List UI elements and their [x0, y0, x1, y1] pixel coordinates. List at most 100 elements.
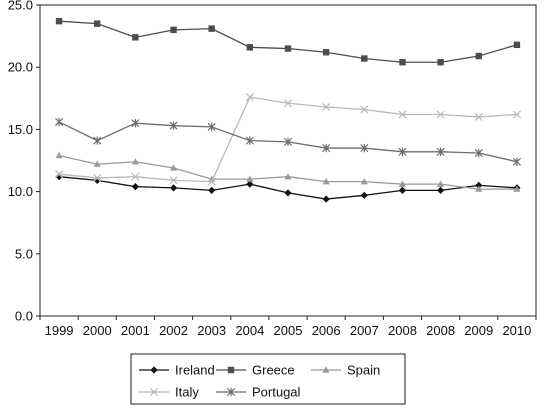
data-point-italy — [55, 170, 64, 179]
data-point-spain — [475, 185, 483, 192]
data-point-spain — [322, 178, 330, 185]
series-spain — [55, 151, 521, 192]
series-line-spain — [58, 154, 517, 190]
data-point-portugal — [283, 137, 293, 147]
data-point-portugal — [93, 136, 102, 145]
x-tick-label: 2004 — [235, 323, 264, 338]
y-tick-label: 15.0 — [8, 122, 33, 137]
data-point-greece — [475, 52, 482, 60]
series-line-greece — [59, 20, 518, 63]
data-point-italy — [245, 93, 254, 102]
data-point-spain — [93, 160, 101, 167]
data-point-ireland — [360, 191, 368, 199]
data-point-italy — [322, 102, 331, 112]
x-tick-label: 2009 — [464, 323, 493, 338]
series-italy — [55, 93, 521, 186]
data-point-spain — [398, 180, 407, 187]
legend-marker-portugal — [226, 387, 236, 397]
data-point-greece — [55, 17, 63, 25]
data-point-italy — [283, 99, 293, 108]
x-tick-label: 2007 — [350, 323, 379, 338]
x-tick-label: 2010 — [502, 323, 531, 338]
data-point-portugal — [169, 121, 178, 130]
data-point-spain — [55, 151, 63, 159]
data-point-italy — [93, 173, 102, 182]
data-point-ireland — [322, 195, 330, 203]
data-point-portugal — [322, 143, 331, 153]
legend-label: Portugal — [252, 385, 301, 400]
x-tick-label: 2006 — [312, 323, 341, 338]
data-point-ireland — [208, 186, 216, 194]
y-tick-label: 20.0 — [8, 60, 33, 75]
data-point-ireland — [131, 183, 139, 191]
data-point-portugal — [436, 147, 445, 156]
data-point-portugal — [245, 136, 254, 145]
data-point-ireland — [398, 186, 407, 194]
axes: 0.0 5.0 10.0 15.0 20.0 25.0 1999 2000 2001 2002 20… — [8, 0, 537, 338]
x-tick-label: 2000 — [83, 323, 112, 338]
data-point-greece — [284, 45, 292, 52]
data-point-greece — [246, 44, 254, 51]
series-portugal — [55, 117, 521, 166]
series-ireland — [55, 173, 521, 203]
data-point-spain — [513, 185, 521, 192]
data-point-portugal — [207, 122, 216, 132]
y-tick-label: 10.0 — [8, 184, 33, 199]
data-point-greece — [361, 55, 368, 62]
data-point-ireland — [169, 184, 178, 192]
data-point-greece — [322, 49, 330, 56]
legend-marker-ireland — [150, 366, 158, 374]
data-point-italy — [360, 105, 369, 114]
data-point-portugal — [131, 118, 140, 128]
plot-frame — [39, 4, 537, 317]
data-point-greece — [132, 34, 139, 41]
legend-marker-italy — [149, 387, 159, 397]
y-tick-label: 0.0 — [15, 309, 33, 324]
data-point-ireland — [437, 186, 445, 194]
legend-label: Ireland — [175, 363, 215, 378]
legend-entry-greece: Greece — [216, 363, 295, 378]
x-tick-label: 2008 — [388, 323, 417, 338]
data-point-portugal — [360, 143, 369, 153]
legend-entry-portugal: Portugal — [216, 385, 301, 400]
data-point-ireland — [93, 176, 101, 185]
x-tick-label: 2003 — [197, 323, 226, 338]
legend-label: Greece — [252, 363, 295, 378]
legend-marker-greece — [227, 366, 235, 374]
legend-box — [130, 353, 406, 405]
data-point-greece — [170, 26, 177, 34]
x-tick-label: 2002 — [159, 323, 188, 338]
data-point-ireland — [475, 181, 483, 189]
data-point-italy — [398, 110, 407, 119]
data-point-italy — [169, 176, 178, 185]
data-point-spain — [437, 180, 445, 187]
legend-label: Spain — [347, 363, 380, 378]
data-point-ireland — [284, 189, 292, 197]
data-point-spain — [360, 178, 368, 185]
legend-entry-spain: Spain — [311, 363, 380, 378]
series-greece — [55, 17, 521, 66]
data-point-greece — [94, 20, 101, 27]
data-point-italy — [512, 110, 521, 119]
data-point-greece — [437, 59, 444, 66]
data-point-portugal — [474, 148, 483, 158]
legend-marker-spain — [322, 366, 330, 373]
data-point-portugal — [55, 117, 64, 127]
data-point-greece — [399, 59, 406, 66]
legend: Ireland Greece Spain Italy Portugal — [130, 353, 406, 405]
series-layer — [55, 17, 521, 203]
data-point-italy — [131, 172, 140, 181]
data-point-spain — [246, 175, 254, 182]
legend-label: Italy — [175, 385, 199, 400]
data-point-ireland — [246, 180, 254, 188]
data-point-portugal — [512, 157, 521, 166]
data-point-spain — [284, 173, 292, 180]
x-tick-label: 2005 — [274, 323, 303, 338]
data-point-greece — [513, 41, 521, 49]
data-point-italy — [474, 112, 483, 121]
data-point-italy — [436, 110, 445, 119]
y-tick-label: 25.0 — [8, 0, 33, 13]
x-tick-label: 2008 — [426, 323, 455, 338]
x-tick-label: 1999 — [45, 323, 74, 338]
